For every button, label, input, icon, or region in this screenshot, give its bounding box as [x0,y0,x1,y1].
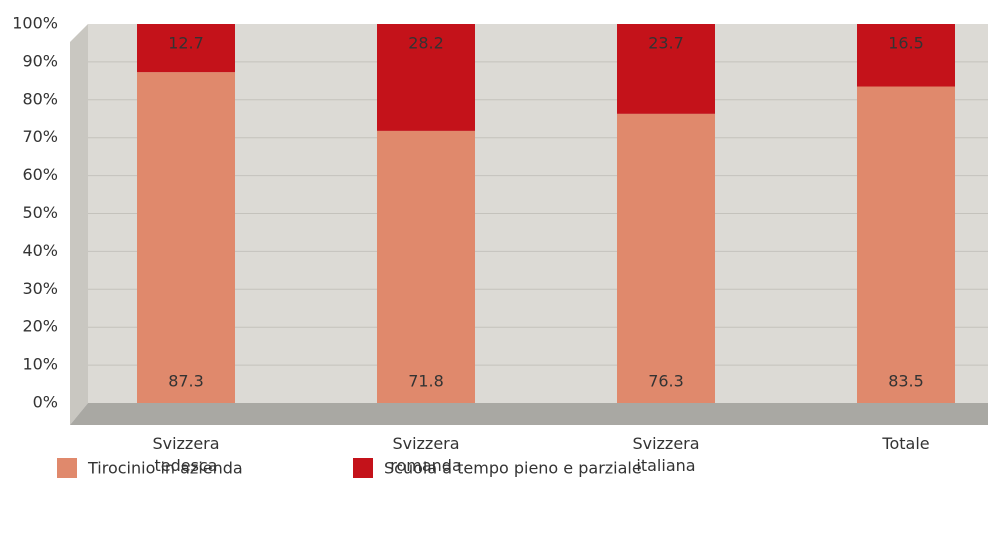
legend-swatch [57,458,77,478]
y-tick-label: 50% [22,203,58,222]
bar-segment [617,113,715,403]
legend-label: Scuola a tempo pieno e parziale [384,459,642,478]
data-label: 76.3 [648,372,684,391]
bar-segment [617,24,715,114]
bar-segment [377,130,475,404]
data-label: 16.5 [888,34,924,53]
x-tick-label: Svizzera tedesca [152,434,220,475]
bar-segment [857,24,955,87]
data-label: 23.7 [648,34,684,53]
data-label: 83.5 [888,372,924,391]
y-tick-label: 80% [22,89,58,108]
bar-segment [857,86,955,403]
legend-swatch [353,458,373,478]
floor [70,403,988,425]
y-tick-label: 70% [22,127,58,146]
data-label: 87.3 [168,372,204,391]
y-tick-label: 20% [22,317,58,336]
y-tick-label: 90% [22,51,58,70]
bar-segment [137,72,235,404]
data-label: 71.8 [408,372,444,391]
legend-label: Tirocinio in azienda [87,459,243,478]
x-tick-label: Svizzera romanda [390,434,462,475]
side-wall [70,24,88,425]
y-tick-label: 10% [22,355,58,374]
y-tick-label: 0% [33,393,58,412]
bar-segment [137,24,235,73]
y-tick-label: 30% [22,279,58,298]
y-tick-label: 40% [22,241,58,260]
y-tick-label: 60% [22,165,58,184]
data-label: 12.7 [168,34,204,53]
x-tick-label: Totale [882,434,930,453]
x-tick-label: Svizzera italiana [632,434,700,475]
bar-segment [377,24,475,131]
data-label: 28.2 [408,34,444,53]
y-tick-label: 100% [12,14,58,33]
